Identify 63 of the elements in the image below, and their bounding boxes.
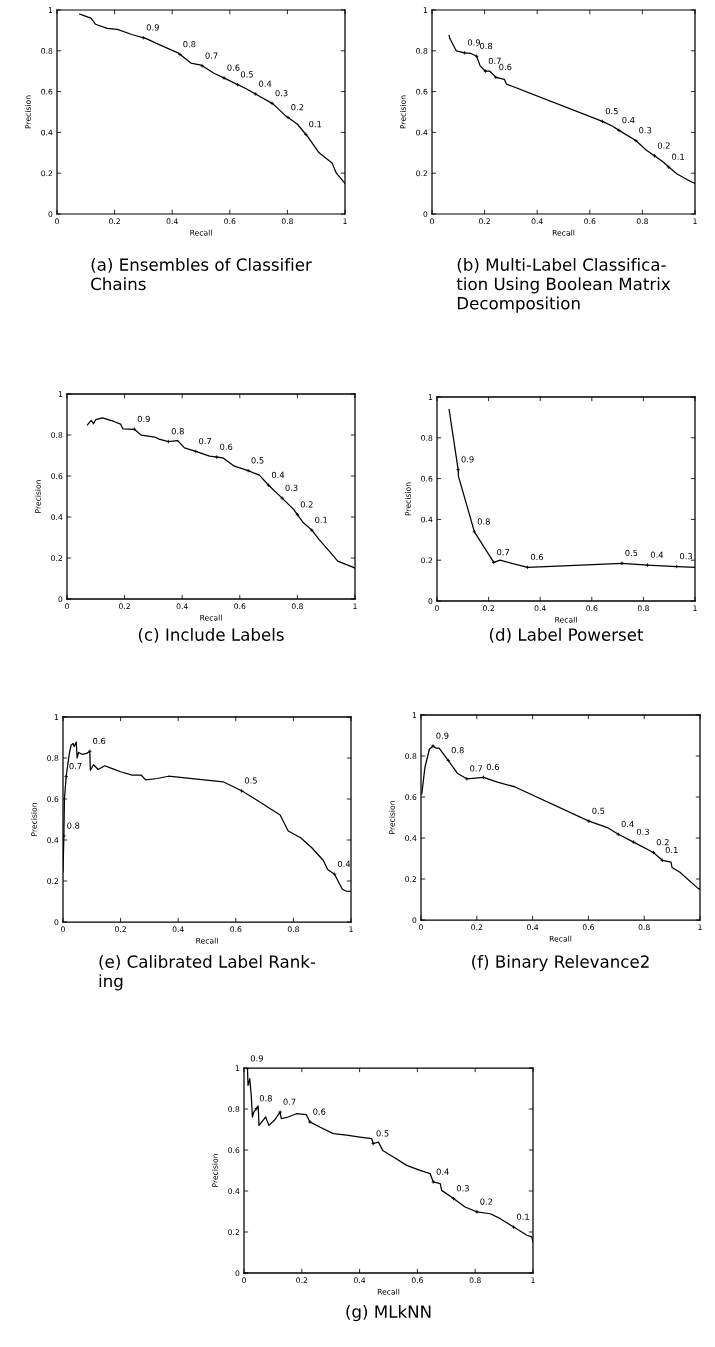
annotation: 0.4: [621, 820, 634, 828]
annotation: 0.4: [259, 80, 272, 87]
annotation: 0.8: [171, 428, 184, 435]
annotation: 0.4: [650, 551, 664, 558]
annotation: 0.7: [488, 57, 501, 65]
annotation: 0.8: [67, 822, 80, 829]
annotation: 0.6: [499, 63, 512, 71]
annotation: 0.9: [467, 39, 481, 46]
annotation: 0.6: [220, 443, 233, 450]
annotation: 0.1: [516, 1213, 529, 1220]
annotation: 0.1: [315, 516, 328, 523]
annotation: 0.3: [639, 127, 652, 134]
text: (c) Include Labels: [138, 628, 284, 643]
annotation: 0.8: [259, 1095, 272, 1102]
annotation: 0.9: [461, 456, 474, 463]
annotation: 0.6: [486, 763, 499, 771]
annotation: 0.9: [250, 1055, 263, 1062]
annotation: 0.8: [477, 518, 490, 525]
annotation: 0.9: [146, 24, 159, 31]
text: (f) Binary Relevance2: [472, 955, 649, 972]
annotation: 0.3: [285, 484, 298, 491]
annotation: 0.3: [456, 1185, 469, 1192]
annotation: 0.2: [291, 104, 304, 111]
annotation: 0.7: [497, 548, 510, 556]
annotation: 0.4: [436, 1168, 449, 1175]
annotation: 0.2: [657, 142, 670, 149]
annotation: 0.9: [436, 732, 449, 739]
annotation: 0.1: [665, 846, 678, 854]
annotation: 0.7: [470, 765, 483, 772]
annotation: 0.8: [480, 42, 493, 50]
annotation: 0.6: [530, 553, 544, 561]
annotation: 0.3: [275, 89, 288, 97]
annotation: 0.8: [183, 41, 196, 48]
annotation: 0.7: [199, 437, 212, 445]
annotation: 0.8: [451, 747, 464, 754]
annotation: 0.4: [271, 471, 285, 479]
annotation: 0.5: [605, 107, 618, 115]
annotation: 0.9: [137, 415, 150, 423]
annotation: 0.5: [376, 1130, 389, 1137]
annotation: 0.1: [672, 153, 684, 160]
annotation: 0.7: [69, 762, 82, 770]
annotation: 0.5: [625, 549, 638, 557]
annotation: 0.7: [283, 1098, 296, 1105]
text: (b) Multi-Label Classifica- tion Using Boolean Matrix Decomposition: [456, 258, 671, 313]
annotation: 0.5: [240, 71, 253, 78]
annotation: 0.5: [244, 777, 257, 784]
annotation: 0.2: [656, 839, 669, 846]
annotation: 0.6: [93, 737, 106, 745]
text: (a) Ensembles of Classifier Chains: [91, 258, 312, 291]
annotation: 0.4: [337, 860, 351, 868]
annotation: 0.5: [592, 807, 605, 815]
annotation: 0.3: [636, 828, 649, 835]
text: (e) Calibrated Label Rank- ing: [99, 955, 316, 991]
annotation: 0.2: [480, 1198, 493, 1205]
annotation: 0.5: [251, 457, 264, 464]
annotation: 0.4: [622, 116, 635, 124]
annotation: 0.7: [205, 52, 218, 59]
annotation: 0.3: [680, 553, 693, 560]
annotation: 0.6: [313, 1108, 326, 1115]
annotation: 0.2: [300, 501, 313, 508]
text: (g) MLkNN: [346, 1305, 431, 1322]
text: (d) Label Powerset: [489, 628, 644, 643]
annotation: 0.1: [309, 120, 322, 128]
